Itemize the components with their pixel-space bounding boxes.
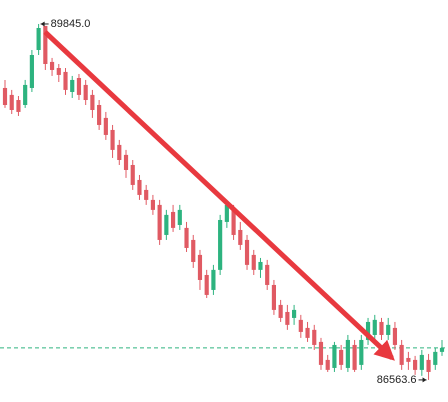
candle-body <box>123 154 129 170</box>
candle-body <box>332 344 337 368</box>
candle-body <box>83 84 88 101</box>
candle-body <box>386 324 391 335</box>
candle-body <box>271 284 277 310</box>
candle-body <box>103 117 108 135</box>
candle-body <box>70 79 75 92</box>
candle-body <box>298 319 303 332</box>
candle-body <box>392 327 398 345</box>
candle-body <box>238 229 243 245</box>
min-pointer-head <box>422 377 427 383</box>
trend-arrow-tail <box>44 31 121 101</box>
candle-body <box>325 359 330 370</box>
candle-body <box>130 164 135 185</box>
candle-body <box>150 199 155 210</box>
min-label: 86563.6 <box>377 374 417 386</box>
candle-body <box>218 219 223 270</box>
candle-body <box>426 359 431 372</box>
candle-body <box>43 25 48 64</box>
candle-body <box>117 144 122 160</box>
candle-body <box>419 354 424 370</box>
candle-body <box>265 264 270 285</box>
candle-body <box>49 61 55 70</box>
candle-body <box>16 100 21 112</box>
candle-body <box>144 189 149 200</box>
candle-body <box>97 105 102 125</box>
candle-body <box>231 209 236 235</box>
max-pointer-head <box>40 21 45 27</box>
candle-body <box>90 94 95 110</box>
candle-body <box>191 239 196 262</box>
candle-body <box>184 227 189 248</box>
candle-body <box>23 84 28 106</box>
candle-body <box>36 27 41 51</box>
candle-body <box>318 341 324 365</box>
candle-body <box>285 311 290 325</box>
candle-body <box>204 274 209 295</box>
candle-body <box>9 94 14 110</box>
candle-body <box>29 54 34 88</box>
candle-body <box>278 304 283 318</box>
candle-body <box>76 77 82 95</box>
candle-body <box>359 339 364 365</box>
max-label: 89845.0 <box>51 18 91 30</box>
candle-body <box>339 349 344 365</box>
candle-body <box>312 329 317 345</box>
candles <box>0 23 448 380</box>
candle-body <box>177 209 182 225</box>
candle-body <box>56 68 61 75</box>
candle-body <box>170 211 176 228</box>
candle-body <box>352 344 357 370</box>
candle-body <box>110 129 115 150</box>
candle-body <box>258 261 263 270</box>
candle-body <box>399 344 404 365</box>
candle-body <box>406 357 411 362</box>
candle-body <box>63 71 68 90</box>
candle-body <box>365 321 371 340</box>
candle-body <box>197 254 203 280</box>
candle-body <box>251 254 256 270</box>
candle-body <box>157 204 162 240</box>
candle-body <box>164 214 169 235</box>
candle-body <box>372 319 377 335</box>
labels: 89845.0 86563.6 <box>40 18 427 386</box>
candle-body <box>305 327 310 338</box>
candle-body <box>224 204 229 222</box>
candle-body <box>292 309 297 318</box>
candle-body <box>137 179 142 195</box>
candle-body <box>413 359 418 370</box>
candle-body <box>211 269 216 290</box>
candle-body <box>345 339 350 368</box>
candle-body <box>244 239 250 265</box>
candle-body <box>379 321 384 335</box>
candle-body <box>439 347 445 352</box>
trend-arrow <box>43 30 395 361</box>
candle-body <box>433 351 438 365</box>
candle-body <box>2 87 8 106</box>
